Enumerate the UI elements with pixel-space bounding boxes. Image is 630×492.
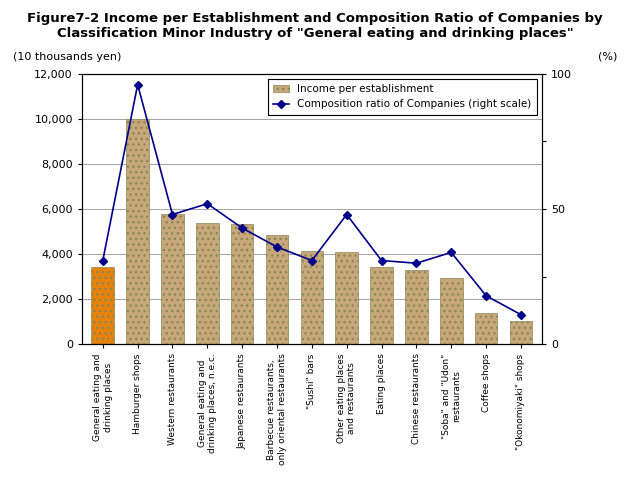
Bar [475,313,497,344]
Text: Figure7-2 Income per Establishment and Composition Ratio of Companies by: Figure7-2 Income per Establishment and C… [27,12,603,25]
Bar [196,223,219,344]
Bar [370,267,393,344]
Bar [127,119,149,344]
Text: (%): (%) [598,52,617,62]
Text: Classification Minor Industry of "General eating and drinking places": Classification Minor Industry of "Genera… [57,27,573,40]
Bar [266,235,289,344]
Bar [335,252,358,344]
Bar [405,270,428,344]
Bar [91,267,114,344]
Bar [510,321,532,344]
Bar [161,214,184,344]
Text: (10 thousands yen): (10 thousands yen) [13,52,121,62]
Legend: Income per establishment, Composition ratio of Companies (right scale): Income per establishment, Composition ra… [268,79,537,115]
Bar [440,277,462,344]
Bar [301,251,323,344]
Bar [231,224,253,344]
